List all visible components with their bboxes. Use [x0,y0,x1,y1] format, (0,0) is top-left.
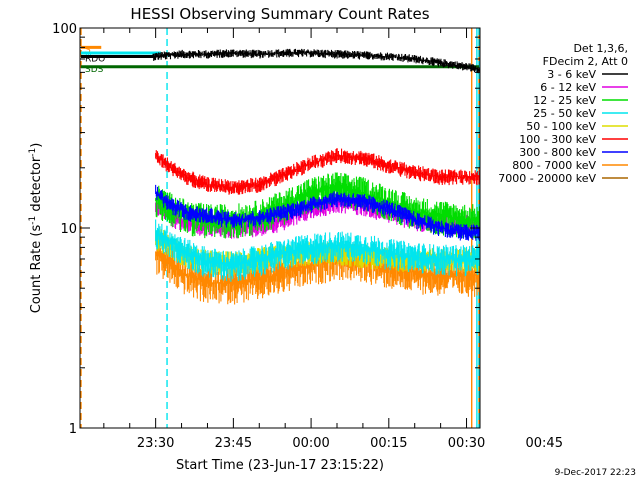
series-25-50kev [155,219,480,282]
x-axis-label: Start Time (23-Jun-17 23:15:22) [176,458,384,473]
flag-label-s: S [85,45,91,55]
flag-label-rdo: RDO [85,55,105,65]
series-300-800kev [155,184,480,242]
legend-label-5: 100 - 300 keV [519,133,596,146]
flag-label-sds: SDS [85,65,104,75]
legend-label-6: 300 - 800 keV [519,146,596,159]
x-tick-label-0000: 00:00 [292,436,329,451]
legend-label-1: 6 - 12 keV [540,81,596,94]
legend-label-0: 3 - 6 keV [547,68,596,81]
y-axis-label-close: ) [29,143,44,148]
plot-area: SNRDOSDS [80,28,480,428]
footer-timestamp: 9-Dec-2017 22:23 [555,468,636,478]
series-3-6kev [152,48,480,74]
y-tick-label-1: 1 [69,422,77,437]
legend-header-line-1: Det 1,3,6, [573,42,628,55]
y-tick-label-100: 100 [52,22,77,37]
x-tick-label-2345: 23:45 [215,436,252,451]
y-axis-label: Count Rate (s-1 detector-1) [28,143,44,314]
x-tick-label-0045: 00:45 [526,436,563,451]
chart-title: HESSI Observing Summary Count Rates [130,5,429,23]
y-axis-label-sup2: -1 [28,148,38,157]
legend-label-2: 12 - 25 keV [533,94,596,107]
legend-header-line-2: FDecim 2, Att 0 [543,55,628,68]
y-axis-label-tail: detector [29,156,44,216]
axes: 1 10 100 23:30 23:45 00:00 00:15 00:30 00:45 [52,22,563,451]
legend-label-7: 800 - 7000 keV [512,159,596,172]
series-100-300kev [155,148,480,195]
y-axis-label-main: Count Rate (s [29,225,44,314]
legend-label-8: 7000 - 20000 keV [498,172,596,185]
y-tick-label-10: 10 [60,222,77,237]
legend-label-3: 25 - 50 keV [533,107,596,120]
y-axis-label-sup: -1 [28,216,38,225]
x-tick-label-0015: 00:15 [370,436,407,451]
x-tick-label-0030: 00:30 [448,436,485,451]
x-tick-label-2330: 23:30 [137,436,174,451]
legend-label-4: 50 - 100 keV [526,120,596,133]
